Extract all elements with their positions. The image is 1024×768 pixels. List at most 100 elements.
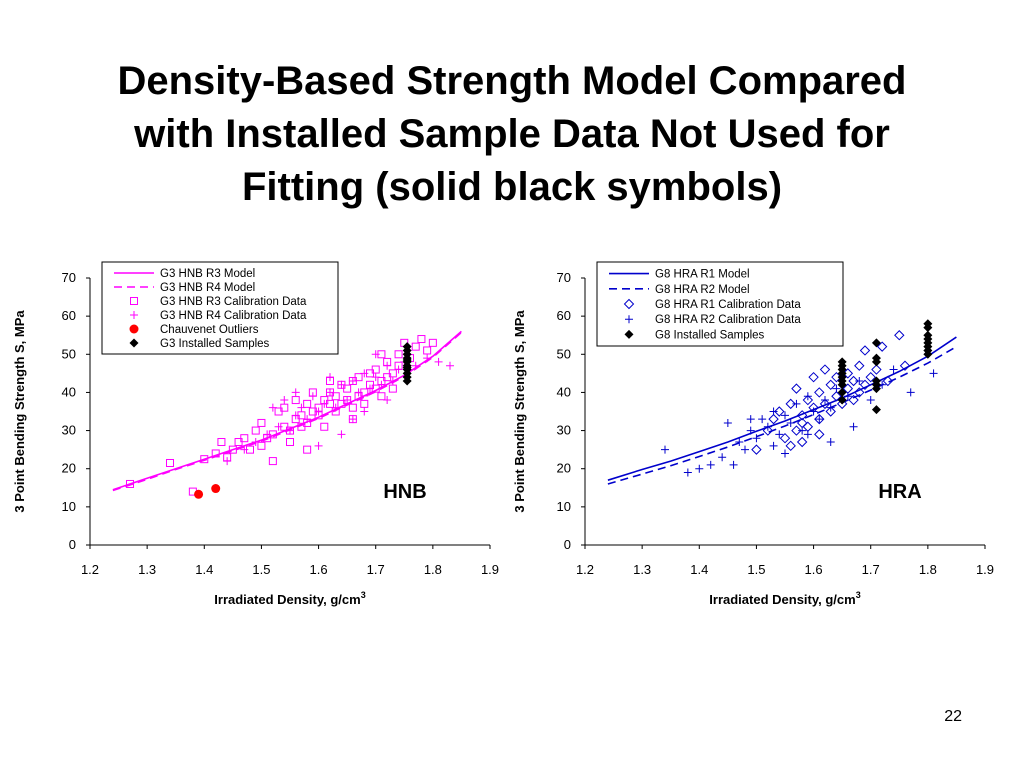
panel-label: HRA xyxy=(878,481,921,503)
data-point xyxy=(718,453,727,462)
data-point xyxy=(836,398,848,410)
data-point xyxy=(923,323,933,333)
y-tick-label: 30 xyxy=(62,423,76,438)
data-point xyxy=(779,432,791,444)
data-point xyxy=(695,464,704,473)
data-point xyxy=(808,371,819,383)
data-point xyxy=(251,438,260,447)
data-point xyxy=(223,457,232,466)
legend-marker-symbol xyxy=(625,315,633,324)
data-point xyxy=(871,364,882,375)
title-line-1: Density-Based Strength Model Compared xyxy=(117,59,907,103)
data-point xyxy=(194,489,204,499)
y-tick-label: 10 xyxy=(62,499,76,514)
data-point xyxy=(819,398,831,410)
y-tick-label: 40 xyxy=(557,384,571,399)
x-tick-label: 1.7 xyxy=(367,562,385,577)
data-point xyxy=(348,415,357,424)
x-tick-label: 1.5 xyxy=(252,562,270,577)
legend-entry-label: G3 HNB R4 Model xyxy=(160,282,255,294)
x-tick-label: 1.8 xyxy=(919,562,937,577)
legend-entry-label: Chauvenet Outliers xyxy=(160,324,259,336)
model-line xyxy=(607,346,957,485)
data-point xyxy=(819,364,831,375)
data-point xyxy=(331,392,340,401)
data-point xyxy=(825,406,836,417)
data-point xyxy=(394,365,403,374)
data-point xyxy=(326,388,334,397)
data-point xyxy=(859,345,871,356)
x-tick-label: 1.6 xyxy=(805,562,823,577)
data-point xyxy=(377,392,386,401)
data-point xyxy=(769,407,778,416)
data-point xyxy=(423,354,432,363)
data-point xyxy=(377,380,386,389)
data-point xyxy=(923,349,933,359)
x-tick-label: 1.2 xyxy=(576,562,594,577)
data-point xyxy=(280,403,289,412)
data-point xyxy=(417,335,426,344)
model-line xyxy=(607,336,957,481)
page-number: 22 xyxy=(944,708,962,725)
legend-marker-symbol xyxy=(623,298,635,310)
data-point xyxy=(240,434,249,443)
data-point xyxy=(796,410,808,421)
data-point xyxy=(894,330,905,341)
data-point xyxy=(308,392,317,401)
data-point xyxy=(348,376,357,385)
data-point xyxy=(781,449,789,458)
y-tick-label: 0 xyxy=(69,537,76,552)
series-g3-hnb-r4-calibration-data xyxy=(223,350,454,466)
data-point xyxy=(383,396,392,405)
series-g8-hra-r1-calibration-data xyxy=(751,330,911,455)
data-point xyxy=(388,384,397,393)
data-point xyxy=(837,387,847,397)
x-tick-label: 1.3 xyxy=(138,562,156,577)
x-tick-label: 1.6 xyxy=(310,562,328,577)
data-point xyxy=(228,445,237,454)
data-point xyxy=(871,338,881,348)
legend: G3 HNB R3 Model G3 HNB R4 Model G3 HNB R3 … xyxy=(101,261,339,355)
data-point xyxy=(798,426,807,435)
data-point xyxy=(217,438,226,447)
x-tick-label: 1.8 xyxy=(424,562,442,577)
legend-marker-symbol xyxy=(129,338,139,348)
series-g8-hra-r1-model xyxy=(607,336,957,481)
x-tick-label: 1.9 xyxy=(976,562,994,577)
series-g3-hnb-r3-calibration-data xyxy=(126,335,437,496)
data-point xyxy=(411,342,420,351)
data-point xyxy=(200,455,209,464)
data-point xyxy=(832,384,841,393)
data-point xyxy=(360,399,369,408)
data-point xyxy=(354,373,363,382)
data-point xyxy=(423,346,432,355)
data-point xyxy=(268,457,277,466)
data-point xyxy=(661,445,669,454)
data-point xyxy=(723,418,732,427)
data-point xyxy=(796,436,808,448)
data-point xyxy=(411,361,420,370)
data-point xyxy=(343,384,352,393)
data-point xyxy=(251,426,260,435)
data-point xyxy=(826,403,835,412)
y-tick-label: 40 xyxy=(62,384,76,399)
data-point xyxy=(303,415,312,424)
data-point xyxy=(814,387,825,398)
data-point xyxy=(803,392,812,401)
data-point xyxy=(802,421,814,432)
legend-entry-label: G3 HNB R3 Model xyxy=(160,268,255,280)
data-point xyxy=(849,422,858,431)
data-point xyxy=(729,460,738,469)
y-tick-label: 50 xyxy=(557,346,571,361)
data-point xyxy=(343,396,352,405)
data-point xyxy=(746,415,755,424)
data-point xyxy=(751,444,762,455)
data-point xyxy=(388,376,397,385)
data-point xyxy=(402,376,412,386)
legend-marker-symbol xyxy=(624,329,634,339)
data-point xyxy=(792,399,801,408)
x-tick-label: 1.4 xyxy=(690,562,708,577)
legend-entry-label: G8 Installed Samples xyxy=(655,329,765,341)
chart-hnb: 0 10 20 30 40 50 60 70 1.2 1.3 1.4 1.5 1.6 1.7 1.8 1.9 I… xyxy=(12,261,499,607)
